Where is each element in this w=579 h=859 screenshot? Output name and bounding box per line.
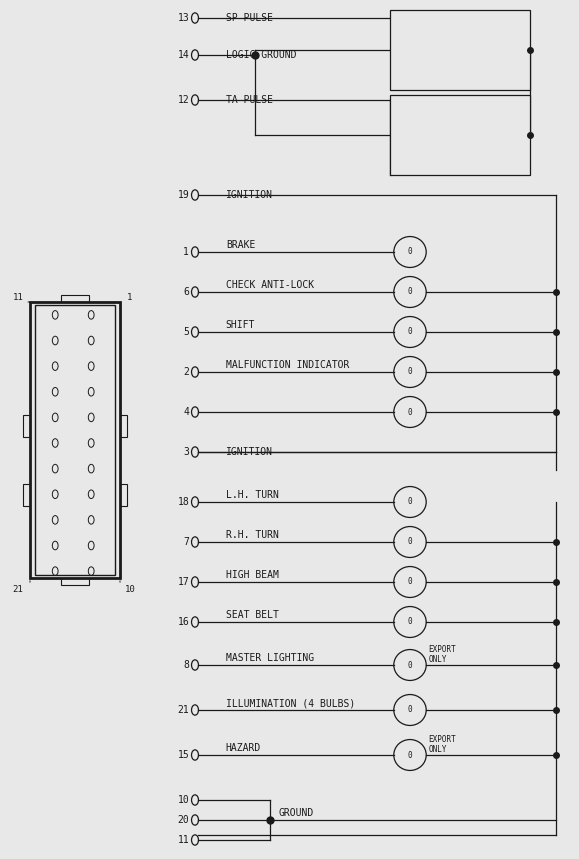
Text: ILLUMINATION (4 BULBS): ILLUMINATION (4 BULBS) [226,698,355,708]
Text: 11: 11 [13,293,23,302]
Text: 0: 0 [408,661,412,669]
Text: 1: 1 [127,293,133,302]
Text: 1: 1 [184,247,189,257]
Text: 0: 0 [408,705,412,715]
Text: GROUND: GROUND [278,808,314,818]
Text: IGNITION: IGNITION [226,190,273,200]
Text: 12: 12 [177,95,189,105]
Text: 6: 6 [184,287,189,297]
Text: 15: 15 [177,750,189,760]
Text: 0: 0 [408,751,412,759]
Text: LOGIC GROUND: LOGIC GROUND [226,50,296,60]
Text: 0: 0 [408,288,412,296]
Text: 0: 0 [408,618,412,626]
Text: 21: 21 [13,586,23,594]
Text: MASTER LIGHTING: MASTER LIGHTING [226,653,314,663]
Text: ELECTRONIC
TACHOMETER: ELECTRONIC TACHOMETER [433,125,487,146]
Text: MALFUNCTION INDICATOR: MALFUNCTION INDICATOR [226,360,349,370]
Bar [35,306,115,575]
Text: HIGH BEAM: HIGH BEAM [226,570,278,580]
Text: EXPORT
ONLY: EXPORT ONLY [428,735,456,754]
Text: HAZARD: HAZARD [226,743,261,753]
Text: CHECK ANTI-LOCK: CHECK ANTI-LOCK [226,280,314,290]
Text: 8: 8 [184,660,189,670]
Text: 0: 0 [408,407,412,417]
Text: TA PULSE: TA PULSE [226,95,273,105]
Text: 0: 0 [408,497,412,507]
Bar [23,416,30,437]
Text: SEAT BELT: SEAT BELT [226,610,278,620]
Text: L.H. TURN: L.H. TURN [226,490,278,500]
Bar [390,10,530,90]
Text: 19: 19 [177,190,189,200]
Bar [30,302,120,578]
Bar [23,484,30,506]
Text: SP PULSE: SP PULSE [226,13,273,23]
Text: 0: 0 [408,538,412,546]
Text: EXPORT
ONLY: EXPORT ONLY [428,645,456,664]
Text: 4: 4 [184,407,189,417]
Text: 16: 16 [177,617,189,627]
Bar [120,416,127,437]
Text: 17: 17 [177,577,189,587]
Text: 10: 10 [177,795,189,805]
Text: 0: 0 [408,577,412,587]
Text: 2: 2 [184,367,189,377]
Text: IGNITION: IGNITION [226,447,273,457]
Text: BRAKE: BRAKE [226,241,255,250]
Text: 10: 10 [124,586,135,594]
Text: 13: 13 [177,13,189,23]
Text: 7: 7 [184,537,189,547]
Bar [390,95,530,175]
Text: 11: 11 [177,835,189,845]
Text: 18: 18 [177,497,189,507]
Text: 0: 0 [408,247,412,257]
Text: ELECTRONIC
SPEEDOMETER: ELECTRONIC SPEEDOMETER [430,40,490,61]
Text: 5: 5 [184,327,189,337]
Text: 21: 21 [177,705,189,715]
Text: 0: 0 [408,368,412,376]
Bar [120,484,127,506]
Text: 20: 20 [177,815,189,825]
Text: 0: 0 [408,327,412,337]
Bar [61,578,89,585]
Text: 3: 3 [184,447,189,457]
Text: R.H. TURN: R.H. TURN [226,530,278,540]
Bar [61,295,89,302]
Text: 14: 14 [177,50,189,60]
Text: SHIFT: SHIFT [226,320,255,330]
